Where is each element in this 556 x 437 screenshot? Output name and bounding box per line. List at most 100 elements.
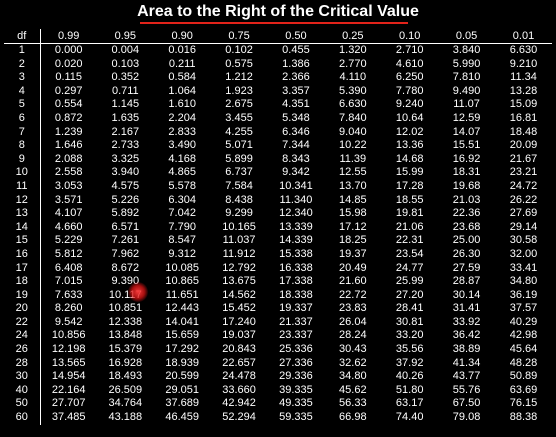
value-cell: 26.22 <box>509 193 538 206</box>
value-cell: 12.443 <box>165 302 200 315</box>
value-cell: 36.42 <box>452 329 481 342</box>
value-cell: 27.336 <box>279 356 313 369</box>
value-cell: 27.59 <box>452 261 481 274</box>
value-cell: 41.34 <box>452 356 481 369</box>
value-cell: 3.840 <box>452 44 481 56</box>
value-cell: 26.30 <box>452 247 481 260</box>
df-cell: 4 <box>4 84 41 99</box>
value-cell: 0.000 <box>54 44 83 56</box>
value-cell: 22.36 <box>452 207 481 220</box>
df-cell: 60 <box>4 411 41 425</box>
table-row: 26 12.198 15.379 17.292 20.843 25.336 30.43 35.… <box>4 343 552 357</box>
value-cell: 9.342 <box>282 166 310 179</box>
value-cell: 55.76 <box>452 383 481 396</box>
column-header: 0.05 <box>438 29 495 44</box>
df-cell: 10 <box>4 166 41 180</box>
value-cell: 12.340 <box>279 207 313 220</box>
value-cell: 9.299 <box>225 207 253 220</box>
df-cell: 7 <box>4 125 41 140</box>
table-row: 24 10.856 13.848 15.659 19.037 23.337 28.24 33.… <box>4 329 552 344</box>
table-row: 3 0.115 0.352 0.584 1.212 2.366 4.110 6.250 7.81… <box>4 71 552 85</box>
df-cell: 24 <box>4 329 41 344</box>
value-cell: 30.81 <box>395 315 424 328</box>
value-cell: 20.599 <box>165 370 200 383</box>
value-cell: 2.770 <box>339 57 367 70</box>
value-cell: 63.17 <box>395 397 424 410</box>
table-row: 11 3.053 4.575 5.578 7.584 10.341 13.70 17.28 19… <box>4 179 552 194</box>
value-cell: 31.41 <box>452 302 481 315</box>
value-cell: 37.689 <box>165 397 200 410</box>
value-cell: 37.485 <box>51 411 86 424</box>
value-cell: 74.40 <box>395 411 424 424</box>
value-cell: 88.38 <box>509 411 538 424</box>
value-cell: 10.341 <box>279 179 313 192</box>
table-row: 28 13.565 16.928 18.939 22.657 27.336 32.62 37.… <box>4 356 552 371</box>
value-cell: 12.198 <box>51 343 86 356</box>
value-cell: 32.62 <box>339 356 367 369</box>
value-cell: 26.04 <box>339 315 367 328</box>
table-row: 40 22.164 26.509 29.051 33.660 39.335 45.62 51.… <box>4 383 552 398</box>
value-cell: 4.255 <box>225 125 253 138</box>
value-cell: 9.040 <box>339 125 367 138</box>
value-cell: 4.168 <box>168 152 196 165</box>
column-header: 0.10 <box>381 29 439 44</box>
df-cell: 15 <box>4 234 41 248</box>
value-cell: 16.928 <box>108 356 143 369</box>
value-cell: 0.103 <box>111 57 140 70</box>
value-cell: 4.575 <box>111 179 140 192</box>
value-cell: 6.630 <box>509 44 538 56</box>
value-cell: 15.99 <box>395 166 424 179</box>
column-header: 0.50 <box>267 29 325 44</box>
value-cell: 0.455 <box>282 44 310 56</box>
df-cell: 2 <box>4 57 41 72</box>
value-cell: 6.250 <box>395 71 424 84</box>
value-cell: 18.338 <box>279 288 313 301</box>
df-cell: 30 <box>4 370 41 384</box>
value-cell: 3.053 <box>54 179 83 192</box>
df-cell: 9 <box>4 152 41 167</box>
value-cell: 34.764 <box>108 397 143 410</box>
value-cell: 4.865 <box>168 166 196 179</box>
value-cell: 2.167 <box>111 125 140 138</box>
value-cell: 3.571 <box>54 193 83 206</box>
value-cell: 12.55 <box>339 166 367 179</box>
value-cell: 7.042 <box>168 207 196 220</box>
value-cell: 6.737 <box>225 166 253 179</box>
value-cell: 14.954 <box>51 370 86 383</box>
value-cell: 25.00 <box>452 234 481 247</box>
value-cell: 5.348 <box>282 111 310 124</box>
table-row: 19 7.633 10.117 11.651 14.562 18.338 22.72 27.2… <box>4 288 552 303</box>
column-header: 0.90 <box>153 29 211 44</box>
value-cell: 0.115 <box>55 71 83 84</box>
critical-value-table: df 0.99 0.95 0.90 0.75 0.50 0.25 0.10 0.05 0.01 … <box>4 29 552 425</box>
value-cell: 19.337 <box>279 302 313 315</box>
value-cell: 1.239 <box>54 125 83 138</box>
value-cell: 6.571 <box>111 220 140 233</box>
value-cell: 1.386 <box>282 57 310 70</box>
value-cell: 8.438 <box>225 193 253 206</box>
value-cell: 21.60 <box>339 275 367 288</box>
value-cell: 29.336 <box>279 370 313 383</box>
value-cell: 9.490 <box>452 84 481 97</box>
value-cell: 16.81 <box>509 111 538 124</box>
value-cell: 19.68 <box>452 179 481 192</box>
value-cell: 26.509 <box>108 383 143 396</box>
value-cell: 50.89 <box>509 370 538 383</box>
value-cell: 10.117 <box>108 288 142 301</box>
df-cell: 16 <box>4 247 41 262</box>
value-cell: 5.578 <box>168 179 196 192</box>
value-cell: 28.87 <box>452 275 481 288</box>
value-cell: 5.812 <box>54 247 83 260</box>
value-cell: 5.899 <box>225 152 253 165</box>
value-cell: 29.051 <box>165 383 200 396</box>
column-header: 0.75 <box>210 29 268 44</box>
value-cell: 0.211 <box>168 57 196 70</box>
title-underline <box>140 22 408 24</box>
value-cell: 13.675 <box>222 275 256 288</box>
value-cell: 11.07 <box>453 98 480 111</box>
table-row: 22 9.542 12.338 14.041 17.240 21.337 26.04 30.8… <box>4 315 552 330</box>
df-cell: 13 <box>4 207 41 221</box>
value-cell: 9.210 <box>509 57 538 70</box>
value-cell: 0.584 <box>168 71 196 84</box>
value-cell: 5.990 <box>452 57 481 70</box>
